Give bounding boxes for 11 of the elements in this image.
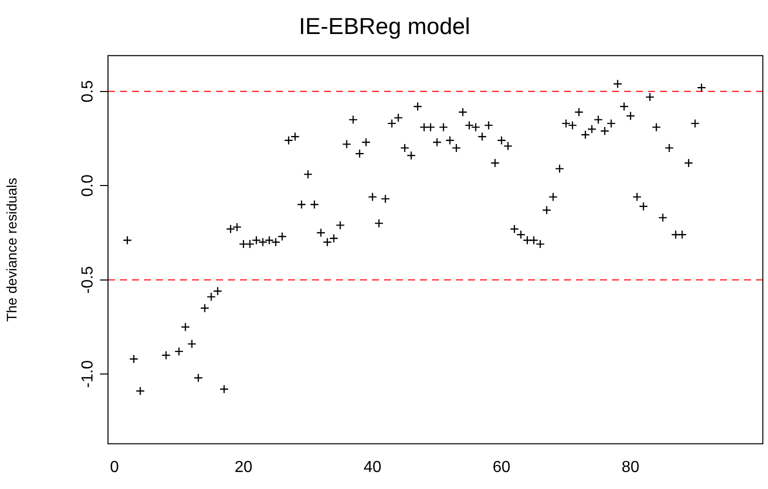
y-axis-title: The deviance residuals: [3, 178, 20, 322]
y-tick-label: -1.0: [79, 360, 96, 388]
chart-title: IE-EBReg model: [298, 13, 470, 40]
x-tick-label: 80: [622, 458, 640, 476]
y-tick-label: 0.0: [79, 174, 96, 197]
y-tick-label: 0.5: [79, 80, 96, 103]
x-tick-label: 0: [110, 458, 119, 476]
y-tick-label: -0.5: [79, 266, 96, 294]
x-tick-label: 40: [364, 458, 382, 476]
x-tick-label: 60: [492, 458, 511, 476]
x-tick-label: 20: [234, 458, 252, 476]
